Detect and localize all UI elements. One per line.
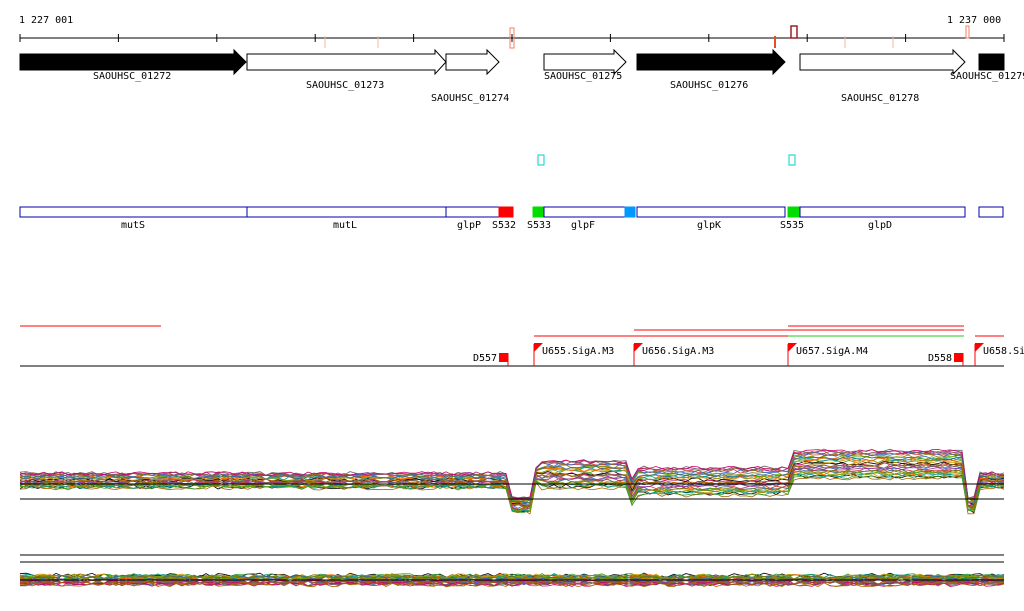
expression-profile-line — [19, 581, 1005, 587]
expression-profile-line — [19, 470, 1005, 512]
feature-label: U656.SigA.M3 — [642, 346, 714, 357]
feature-label: D557 — [473, 353, 497, 364]
expression-profile-line — [19, 450, 1005, 500]
cyan-marker[interactable] — [537, 154, 545, 166]
expression-profile-line — [19, 469, 1005, 511]
cyan-marker[interactable] — [788, 154, 796, 166]
gene-arrow[interactable]: SAOUHSC_01274 — [431, 48, 509, 104]
gene-arrow[interactable]: SAOUHSC_01272 — [19, 48, 247, 82]
annotation-segment-track: mutS mutL glpP S532 S533 glpF glpK S535 … — [19, 206, 1004, 231]
feature-label: U655.SigA.M3 — [542, 346, 614, 357]
terminator-feature[interactable]: D558 — [928, 353, 964, 366]
promoter-feature[interactable]: U657.SigA.M4 — [787, 343, 868, 366]
expression-profile-line — [19, 575, 1005, 581]
gene-arrow-label: SAOUHSC_01276 — [670, 80, 748, 91]
gene-arrow-label: SAOUHSC_01279 — [950, 71, 1024, 82]
expression-profile-track-lower — [19, 572, 1005, 588]
feature-label: D558 — [928, 353, 952, 364]
ruler-ticks — [19, 34, 1005, 42]
feature-label: U657.SigA.M4 — [796, 346, 868, 357]
gene-arrow[interactable]: SAOUHSC_01279 — [950, 53, 1024, 82]
regulatory-feature-track: D557 U655.SigA.M3 U656.SigA.M3 U657.SigA… — [20, 325, 1024, 367]
expression-profile-track — [19, 448, 1005, 515]
expression-profile-line — [19, 457, 1005, 505]
expression-profile-line — [19, 449, 1005, 500]
segment-S533[interactable] — [532, 206, 545, 218]
segment-S535[interactable] — [787, 206, 801, 218]
ruler-start-label: 1 227 001 — [19, 15, 73, 26]
segment-label: S535 — [780, 220, 804, 231]
segment-blue-marker[interactable] — [624, 206, 636, 218]
expression-profile-line — [19, 464, 1005, 508]
segment-glpP[interactable] — [445, 206, 500, 218]
expression-profile-line — [19, 455, 1005, 504]
segment-label: mutS — [121, 220, 145, 231]
promoter-feature[interactable]: U655.SigA.M3 — [533, 343, 614, 366]
segment-label: S533 — [527, 220, 551, 231]
segment-mutS[interactable] — [19, 206, 248, 218]
promoter-feature[interactable]: U658.Si — [974, 343, 1024, 366]
gene-arrow[interactable]: SAOUHSC_01276 — [636, 48, 786, 91]
promoter-feature[interactable]: U656.SigA.M3 — [633, 343, 714, 366]
expression-profile-line — [19, 453, 1005, 503]
coordinate-ruler: 1 227 001 1 237 000 — [19, 15, 1005, 49]
expression-profile-line — [19, 450, 1005, 501]
segment-unlabeled[interactable] — [978, 206, 1004, 218]
gene-arrow[interactable]: SAOUHSC_01273 — [246, 48, 447, 91]
segment-glpD[interactable] — [799, 206, 966, 218]
feature-label: U658.Si — [983, 346, 1024, 357]
gene-arrow-label: SAOUHSC_01274 — [431, 93, 509, 104]
terminator-feature[interactable]: D557 — [473, 353, 509, 366]
segment-glpK[interactable] — [636, 206, 786, 218]
segment-label: glpP — [457, 220, 481, 231]
ruler-end-label: 1 237 000 — [947, 15, 1001, 26]
segment-label: S532 — [492, 220, 516, 231]
segment-glpF[interactable] — [543, 206, 626, 218]
segment-label: glpD — [868, 220, 892, 231]
gene-arrow[interactable]: SAOUHSC_01275 — [543, 48, 627, 82]
gene-arrow-label: SAOUHSC_01278 — [841, 93, 919, 104]
expression-profile-line — [19, 580, 1005, 585]
expression-profile-line — [19, 462, 1005, 508]
cyan-markers — [537, 154, 796, 166]
segment-S532[interactable] — [498, 206, 514, 218]
gene-arrow-label: SAOUHSC_01275 — [544, 71, 622, 82]
segment-label: mutL — [333, 220, 357, 231]
gene-arrow-label: SAOUHSC_01272 — [93, 71, 171, 82]
gene-arrow-label: SAOUHSC_01273 — [306, 80, 384, 91]
expression-profile-line — [19, 475, 1005, 515]
ruler-marks — [324, 25, 970, 49]
expression-profile-line — [19, 474, 1005, 513]
segment-label: glpK — [697, 220, 721, 231]
expression-profile-line — [19, 460, 1005, 506]
segment-mutL[interactable] — [246, 206, 447, 218]
gene-arrow[interactable]: SAOUHSC_01278 — [799, 48, 966, 104]
segment-label: glpF — [571, 220, 595, 231]
gene-arrow-track: SAOUHSC_01272 SAOUHSC_01273 SAOUHSC_0127… — [19, 48, 1024, 104]
